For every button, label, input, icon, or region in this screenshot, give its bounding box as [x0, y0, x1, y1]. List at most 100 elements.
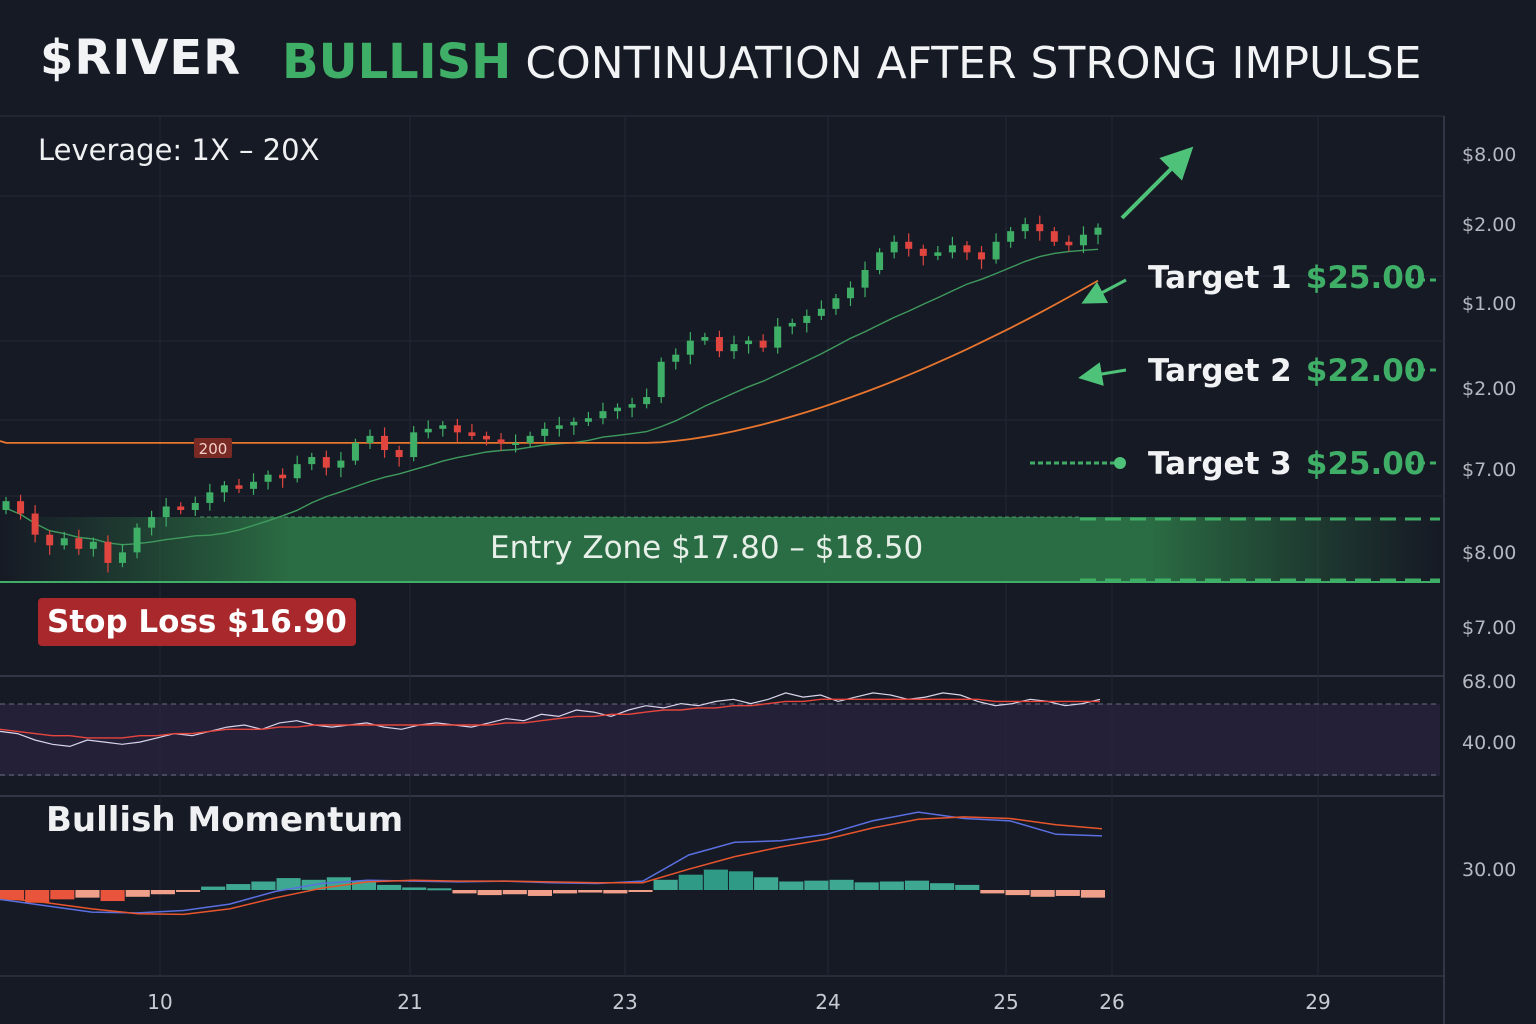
candle-body	[817, 308, 825, 316]
entry-zone-band	[0, 517, 1440, 582]
rsi-axis-label: 40.00	[1462, 732, 1517, 754]
macd-histogram-bar	[502, 890, 527, 895]
candle-body	[162, 506, 170, 518]
candle	[890, 235, 898, 259]
candle	[1050, 226, 1058, 246]
candle-body	[701, 337, 709, 341]
candle	[846, 281, 854, 306]
candle-body	[861, 270, 869, 288]
macd-histogram-bar	[578, 890, 603, 893]
candle	[992, 233, 1000, 264]
candle-body	[832, 298, 840, 309]
candle-body	[148, 517, 156, 528]
price-axis-label: $1.00	[1462, 293, 1517, 315]
bullish-arrow	[1120, 146, 1194, 220]
target-3: Target 3 $25.00	[1148, 446, 1425, 482]
ma-200-badge-bg	[194, 438, 232, 458]
macd-histogram-bar	[779, 881, 804, 890]
x-tick-label: 25	[993, 990, 1019, 1014]
candle-body	[293, 464, 301, 479]
macd-histogram-bar	[930, 883, 955, 890]
candle	[701, 332, 709, 345]
candle-body	[876, 252, 884, 270]
candle-body	[963, 245, 971, 253]
rsi-line	[0, 692, 1101, 748]
candle	[89, 537, 97, 557]
macd-signal-line	[0, 816, 1103, 916]
macd-histogram-bar	[904, 880, 930, 890]
macd-histogram-bar	[452, 890, 477, 894]
target-3-dot	[1114, 457, 1126, 469]
macd-histogram-bar	[427, 888, 452, 891]
candle	[250, 473, 258, 495]
macd-histogram-bar	[100, 890, 125, 902]
candle	[148, 510, 156, 536]
candle	[366, 429, 374, 449]
candle-body	[1065, 241, 1073, 246]
candle-body	[541, 428, 549, 436]
candle	[439, 421, 447, 437]
macd-histogram-bar	[25, 890, 50, 903]
candle	[978, 246, 986, 269]
headline: BULLISH CONTINUATION AFTER STRONG IMPULSE	[282, 34, 1421, 90]
candle	[1007, 226, 1015, 248]
candle-body	[308, 457, 316, 465]
price-axis-label: $2.00	[1462, 214, 1517, 236]
candle	[614, 403, 622, 419]
candle-body	[599, 411, 607, 419]
target-1-pointer	[1081, 278, 1127, 304]
candle-body	[177, 506, 185, 510]
target-1-value: $25.00	[1305, 260, 1426, 296]
candle-body	[482, 435, 490, 440]
macd-histogram-bar	[226, 884, 251, 890]
candle	[60, 531, 68, 550]
candle	[817, 300, 825, 321]
candle	[803, 309, 811, 333]
macd-histogram-bar	[527, 890, 552, 896]
candle	[322, 450, 330, 476]
candle	[118, 543, 126, 568]
candle	[905, 233, 913, 257]
candle-body	[1036, 224, 1044, 232]
candle	[468, 423, 476, 441]
candle	[759, 334, 767, 352]
macd-histogram-bar	[879, 881, 904, 890]
target-1: Target 1 $25.00	[1148, 260, 1425, 296]
macd-line	[0, 811, 1103, 914]
candle-body	[570, 421, 578, 426]
ma-200-line	[0, 279, 1099, 444]
x-tick-label: 23	[612, 990, 638, 1014]
candle	[526, 431, 534, 448]
candle-body	[104, 541, 112, 563]
candle-body	[526, 435, 534, 443]
macd-histogram-bar	[175, 890, 201, 892]
candle-body	[395, 450, 403, 458]
candle	[512, 434, 520, 453]
price-axis-label: $8.00	[1462, 542, 1517, 564]
price-axis-label: $8.00	[1462, 144, 1517, 166]
candle-body	[337, 460, 345, 468]
macd-histogram-bar	[603, 890, 628, 894]
candle	[424, 420, 432, 439]
target-2-pointer	[1078, 362, 1127, 386]
candle	[963, 241, 971, 261]
candle	[46, 530, 54, 555]
candle-body	[89, 541, 97, 549]
candle-body	[730, 344, 738, 352]
candle	[191, 496, 199, 516]
candle-body	[75, 538, 83, 549]
candle	[75, 529, 83, 555]
candle-body	[133, 527, 141, 553]
macd-histogram-bar	[1080, 890, 1105, 898]
candle-body	[803, 315, 811, 323]
candle	[133, 523, 141, 559]
candle-body	[846, 287, 854, 299]
macd-histogram-bar	[276, 878, 301, 890]
candle-body	[279, 474, 287, 479]
macd-histogram-bar	[0, 890, 25, 901]
candle-body	[934, 252, 942, 256]
candle-body	[31, 513, 39, 535]
candle	[555, 416, 563, 437]
